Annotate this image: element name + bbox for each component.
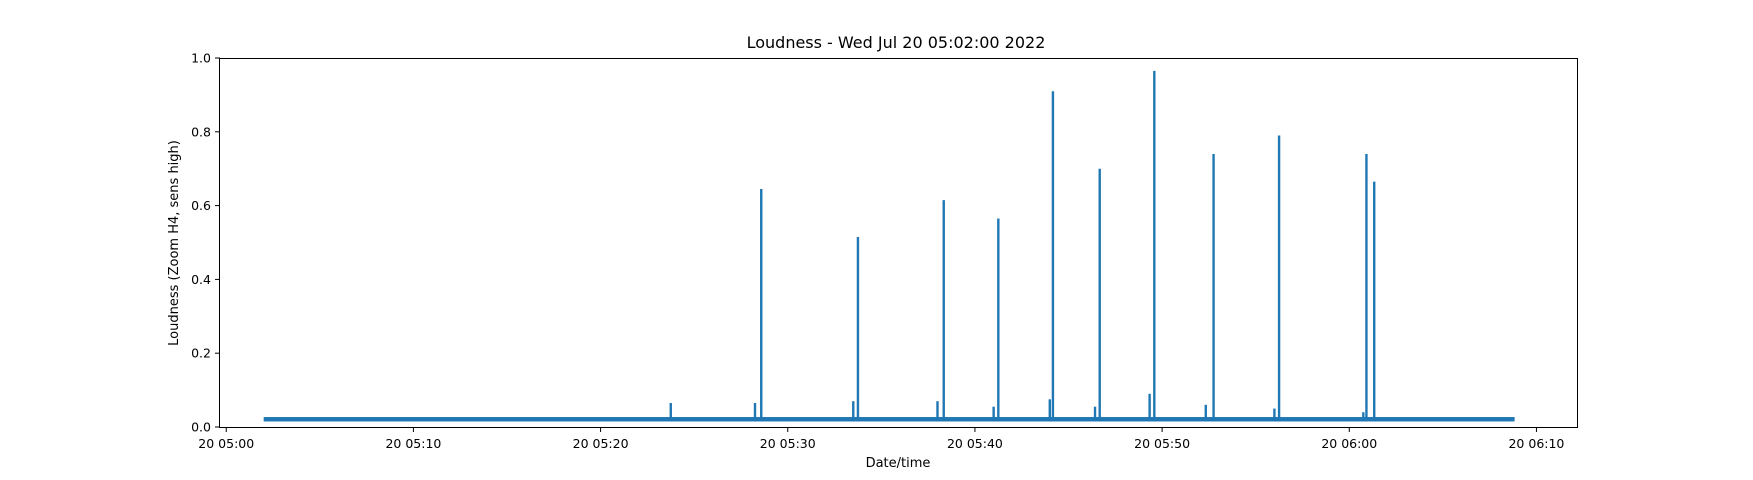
plot-frame	[219, 58, 1578, 428]
x-tick-label: 20 05:50	[1134, 436, 1190, 451]
x-tick-label: 20 05:20	[573, 436, 629, 451]
plot-area	[263, 70, 1515, 422]
x-axis: 20 05:00 20 05:10 20 05:20 20 05:30 20 05:40…	[198, 427, 1564, 451]
series-line	[263, 70, 1515, 422]
x-axis-label: Date/time	[866, 456, 931, 471]
baseline-band	[263, 417, 1515, 422]
y-tick-label: 0.0	[191, 420, 211, 435]
y-tick-label: 0.2	[191, 346, 211, 361]
x-tick-label: 20 05:00	[198, 436, 254, 451]
x-tick-label: 20 06:10	[1508, 436, 1564, 451]
x-tick-label: 20 05:40	[947, 436, 1003, 451]
y-axis-label: Loudness (Zoom H4, sens high)	[167, 140, 182, 346]
y-tick-label: 0.6	[191, 198, 211, 213]
y-tick-label: 0.8	[191, 124, 211, 139]
x-tick-label: 20 05:30	[760, 436, 816, 451]
x-tick-label: 20 06:00	[1321, 436, 1377, 451]
y-tick-label: 0.4	[191, 272, 211, 287]
y-axis: 0.0 0.2 0.4 0.6 0.8 1.0	[191, 51, 220, 435]
y-tick-label: 1.0	[191, 51, 211, 66]
chart-title: Loudness - Wed Jul 20 05:02:00 2022	[747, 33, 1046, 52]
x-tick-label: 20 05:10	[385, 436, 441, 451]
